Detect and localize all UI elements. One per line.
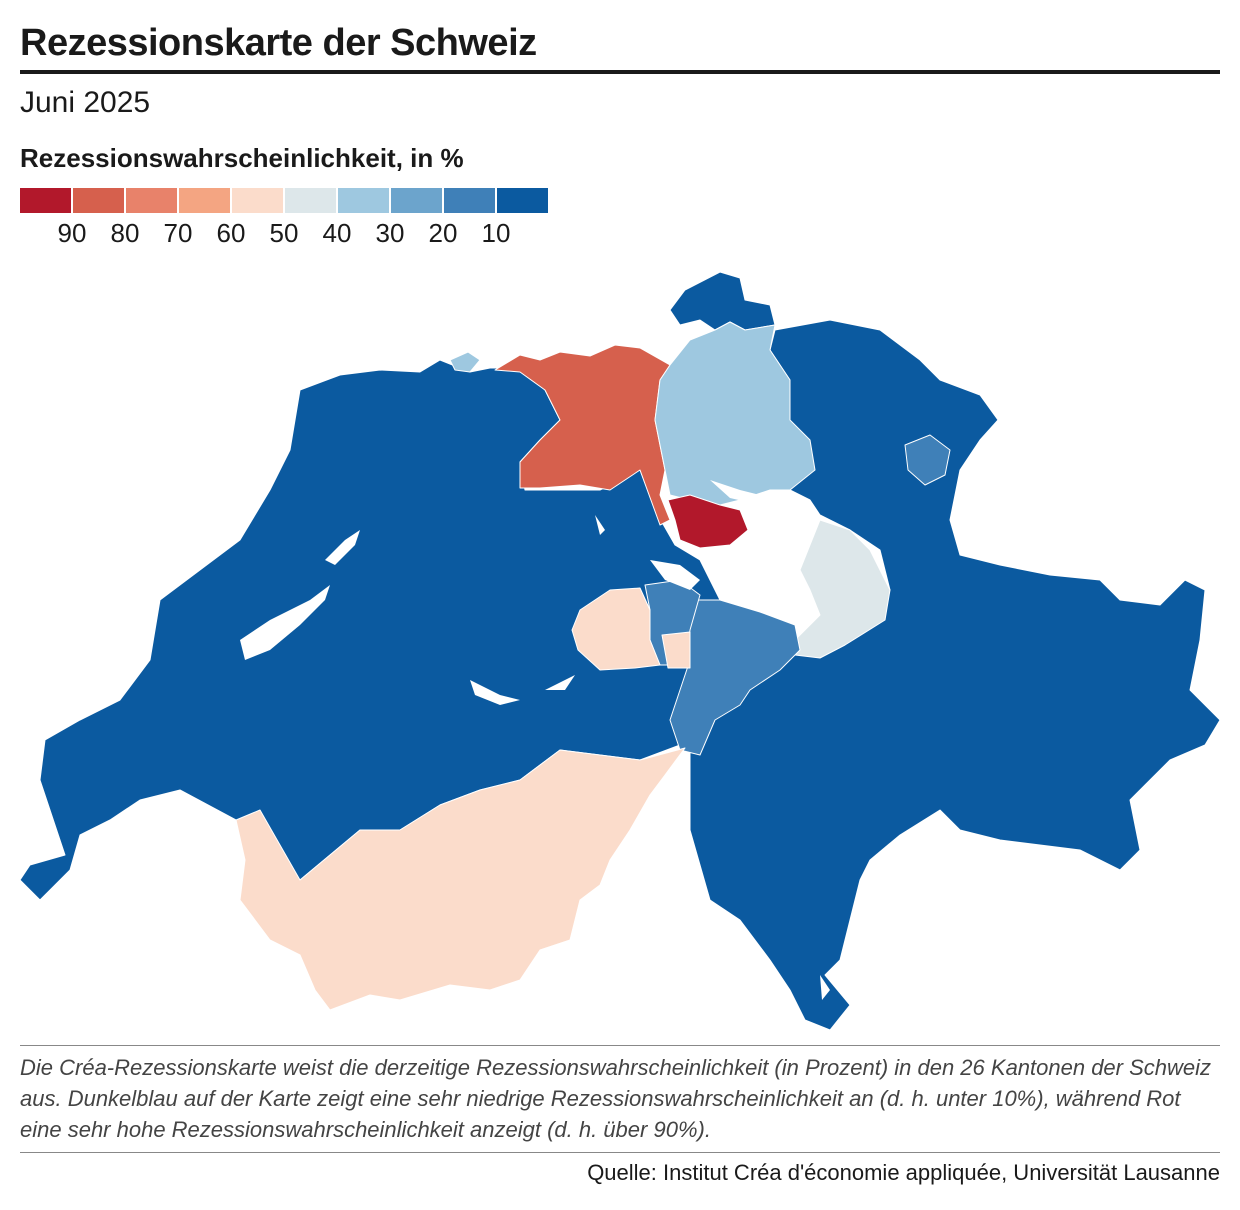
note-rule-top [20, 1045, 1220, 1046]
note-rule-bottom [20, 1152, 1220, 1153]
legend-label: 70 [163, 218, 193, 248]
chart-subtitle: Juni 2025 [20, 86, 151, 119]
legend-labels: 90 80 70 60 50 40 30 20 10 [20, 218, 560, 252]
lake-sempach [595, 515, 605, 535]
legend-label: 20 [428, 218, 458, 248]
title-rule [20, 70, 1220, 74]
legend-label: 30 [375, 218, 405, 248]
region-basel-stadt [449, 351, 481, 373]
lake-maggiore [820, 975, 830, 1000]
legend-swatch [285, 188, 336, 213]
region-schaffhausen [669, 271, 776, 331]
region-appenzell [904, 434, 951, 486]
legend-swatch [232, 188, 283, 213]
legend-swatch [20, 188, 71, 213]
lake-zurich [710, 480, 780, 505]
region-uri [669, 599, 801, 756]
source-credit: Quelle: Institut Créa d'économie appliqu… [587, 1160, 1220, 1185]
legend-swatch [126, 188, 177, 213]
region-glarus [794, 519, 891, 659]
legend-label: 90 [57, 218, 87, 248]
legend-label: 80 [110, 218, 140, 248]
legend-label: 50 [269, 218, 299, 248]
region-zug [667, 494, 749, 549]
region-zurich [654, 321, 816, 506]
legend-label: 10 [481, 218, 511, 248]
legend-swatch [179, 188, 230, 213]
legend-title: Rezessionswahrscheinlichkeit, in % [20, 143, 464, 173]
region-aargau [494, 344, 671, 526]
region-obwalden [571, 587, 661, 671]
lake-thun [470, 680, 520, 705]
lake-neuchatel [325, 530, 360, 565]
footnote: Die Créa-Rezessionskarte weist die derze… [20, 1055, 1212, 1142]
region-valais [235, 747, 686, 1011]
legend-swatch [391, 188, 442, 213]
region-obwalden-exclave [661, 631, 691, 669]
legend-swatch [73, 188, 124, 213]
switzerland-map [19, 271, 1221, 1031]
lake-lucerne [650, 560, 700, 590]
legend-color-scale [20, 188, 550, 213]
legend-label: 60 [216, 218, 246, 248]
legend-swatch [497, 188, 548, 213]
lake-brienz [545, 675, 575, 690]
legend-swatch [444, 188, 495, 213]
lake-geneva [240, 585, 330, 660]
legend-swatch [338, 188, 389, 213]
chart-title: Rezessionskarte der Schweiz [20, 22, 537, 64]
legend-label: 40 [322, 218, 352, 248]
